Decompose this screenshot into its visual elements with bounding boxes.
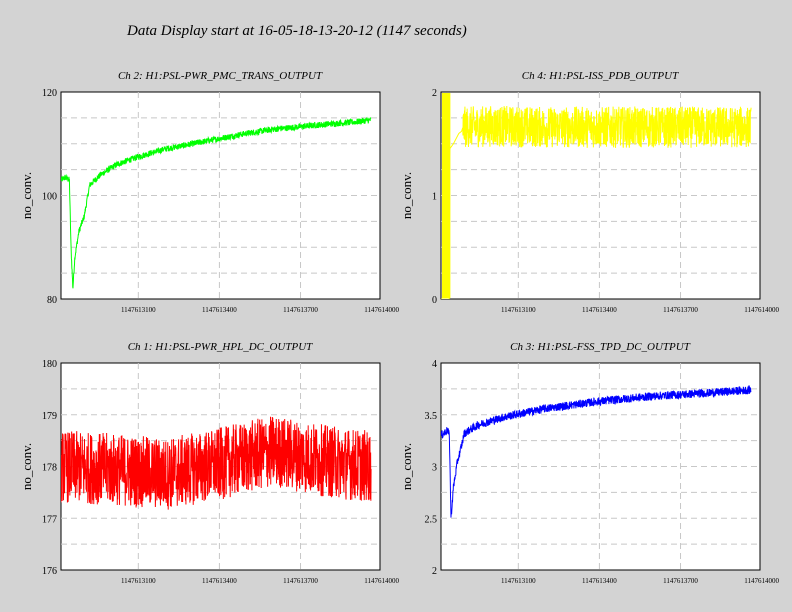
ch3-ytick-label: 3 xyxy=(432,463,437,474)
ch4-title: Ch 4: H1:PSL-ISS_PDB_OUTPUT xyxy=(522,70,679,82)
ch1-xtick-label: 1147614000 xyxy=(364,577,399,585)
ch2-xtick-label: 1147613700 xyxy=(283,306,318,314)
ch3-ytick-label: 4 xyxy=(432,359,437,370)
ch3-ytick-label: 2.5 xyxy=(425,514,438,525)
ch2-xtick-label: 1147613400 xyxy=(202,306,237,314)
ch2-ytick-label: 100 xyxy=(42,192,57,203)
ch1-xtick-label: 1147613700 xyxy=(283,577,318,585)
ch3-title: Ch 3: H1:PSL-FSS_TPD_DC_OUTPUT xyxy=(510,341,691,353)
ch2-ylabel: no_conv. xyxy=(19,172,34,219)
ch1-ylabel: no_conv. xyxy=(19,443,34,490)
ch4-ytick-label: 1 xyxy=(432,192,437,203)
ch1-ytick-label: 180 xyxy=(42,359,57,370)
ch2-xtick-label: 1147614000 xyxy=(364,306,399,314)
ch3-chart: Ch 3: H1:PSL-FSS_TPD_DC_OUTPUT 2 2.5 3 3.5 4 1… xyxy=(399,341,779,585)
ch3-xtick-label: 1147613100 xyxy=(501,577,536,585)
ch4-series-line xyxy=(441,105,752,299)
ch1-xtick-label: 1147613400 xyxy=(202,577,237,585)
ch1-ytick-label: 179 xyxy=(42,411,57,422)
ch1-ytick-label: 177 xyxy=(42,514,57,525)
ch3-xtick-label: 1147613400 xyxy=(582,577,617,585)
ch3-ytick-label: 3.5 xyxy=(425,411,438,422)
ch4-chart: Ch 4: H1:PSL-ISS_PDB_OUTPUT 0 1 2 1147613100… xyxy=(399,70,779,314)
ch2-ytick-label: 120 xyxy=(42,88,57,99)
ch1-series-line xyxy=(61,416,372,510)
ch2-chart: Ch 2: H1:PSL-PWR_PMC_TRANS_OUTPUT 80 100 12… xyxy=(19,70,399,314)
ch1-ytick-label: 176 xyxy=(42,566,57,577)
ch2-ytick-label: 80 xyxy=(47,295,57,306)
ch4-ytick-label: 0 xyxy=(432,295,437,306)
ch4-initial-block xyxy=(442,93,451,298)
ch3-xtick-label: 1147614000 xyxy=(744,577,779,585)
ch2-series-line xyxy=(61,116,372,289)
ch4-xtick-label: 1147613700 xyxy=(663,306,698,314)
ch3-xtick-label: 1147613700 xyxy=(663,577,698,585)
ch3-series-line xyxy=(441,385,752,518)
ch2-title: Ch 2: H1:PSL-PWR_PMC_TRANS_OUTPUT xyxy=(118,70,323,82)
ch3-ytick-label: 2 xyxy=(432,566,437,577)
ch2-xtick-label: 1147613100 xyxy=(121,306,156,314)
ch3-ylabel: no_conv. xyxy=(399,443,414,490)
ch1-ytick-label: 178 xyxy=(42,463,57,474)
ch1-chart: Ch 1: H1:PSL-PWR_HPL_DC_OUTPUT 176 177 178 1… xyxy=(19,341,399,585)
page-title: Data Display start at 16-05-18-13-20-12 … xyxy=(127,23,467,39)
ch4-ylabel: no_conv. xyxy=(399,172,414,219)
ch4-ytick-label: 2 xyxy=(432,88,437,99)
ch4-xtick-label: 1147614000 xyxy=(744,306,779,314)
ch1-title: Ch 1: H1:PSL-PWR_HPL_DC_OUTPUT xyxy=(128,341,313,353)
ch4-xtick-label: 1147613400 xyxy=(582,306,617,314)
ch4-xtick-label: 1147613100 xyxy=(501,306,536,314)
ch1-xtick-label: 1147613100 xyxy=(121,577,156,585)
